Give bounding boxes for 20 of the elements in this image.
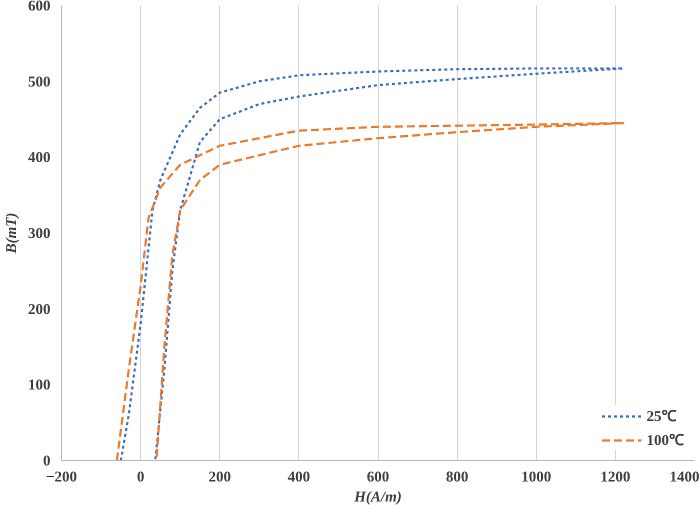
x-tick-label: 600	[366, 470, 390, 486]
legend-label: 25℃	[646, 408, 676, 426]
legend-label: 100℃	[646, 432, 684, 450]
x-tick-label: 1400	[670, 470, 699, 486]
y-tick-label: 0	[43, 454, 50, 470]
y-tick-label: 300	[28, 226, 50, 242]
x-tick-label: 400	[288, 470, 310, 486]
y-tick-label: 500	[28, 74, 50, 90]
x-axis-title: H(A/m)	[353, 490, 402, 506]
x-tick-label: −200	[46, 470, 78, 486]
x-tick-label: 800	[446, 470, 468, 486]
y-tick-label: 100	[28, 378, 50, 394]
y-tick-label: 600	[28, 0, 50, 14]
x-tick-label: 0	[136, 470, 144, 486]
y-axis-title: B(mT)	[4, 212, 20, 254]
y-tick-label: 400	[28, 150, 50, 166]
x-tick-label: 1000	[521, 470, 552, 486]
x-tick-label: 200	[208, 470, 231, 486]
x-tick-label: 1200	[600, 470, 630, 486]
y-tick-label: 200	[28, 302, 50, 318]
